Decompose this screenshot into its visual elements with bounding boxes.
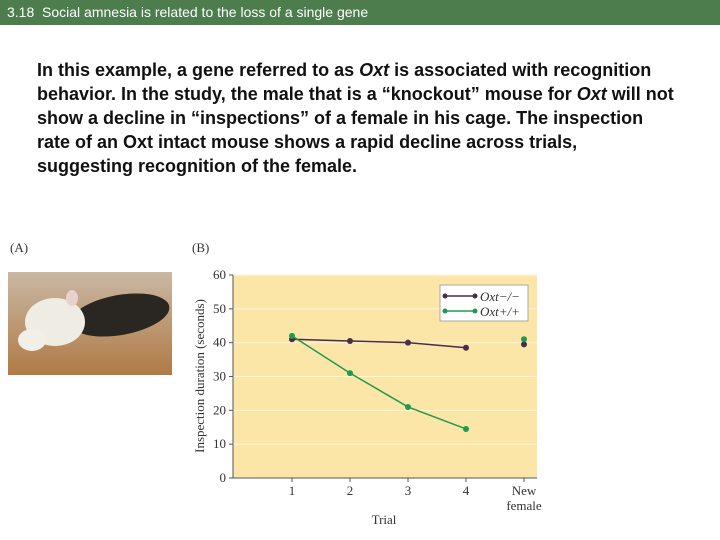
y-tick-label: 50	[213, 301, 226, 316]
legend-swatch	[472, 308, 478, 314]
x-tick-label: 2	[347, 483, 354, 498]
panel-label: (B)	[192, 240, 209, 255]
data-point	[463, 425, 469, 432]
data-point	[463, 344, 469, 351]
legend-label: Oxt+/+	[480, 304, 520, 319]
y-axis-title: Inspection duration (seconds)	[192, 299, 207, 453]
series-line	[291, 338, 467, 349]
legend-box	[439, 284, 529, 322]
y-tick-label: 30	[213, 369, 226, 384]
x-axis-title: Trial	[372, 512, 397, 527]
legend-swatch	[442, 308, 448, 314]
x-tick-label: 3	[405, 483, 412, 498]
y-tick-label: 10	[213, 436, 226, 451]
y-tick-label: 60	[213, 267, 226, 282]
data-point	[521, 336, 527, 343]
data-point	[347, 337, 353, 344]
photo	[8, 272, 172, 375]
data-point	[347, 370, 353, 377]
slide-title: 3.18 Social amnesia is related to the lo…	[0, 0, 720, 25]
series-line	[291, 335, 467, 430]
y-tick-label: 0	[220, 470, 227, 485]
x-tick-label: 4	[463, 483, 470, 498]
y-tick-label: 40	[213, 335, 226, 350]
text-run: Oxt	[576, 84, 607, 104]
text-run: is associated with recognition behavior.…	[37, 60, 652, 104]
legend-label: Oxt−/−	[480, 289, 520, 304]
panel-label: (A)	[10, 240, 28, 255]
x-tick-label: New female	[506, 483, 542, 513]
legend-swatch	[442, 293, 448, 299]
x-tick-label: 1	[289, 483, 296, 498]
text-run: Oxt	[359, 60, 390, 80]
legend-swatch	[472, 293, 478, 299]
data-point	[289, 332, 295, 339]
data-point	[521, 341, 527, 348]
y-tick-label: 20	[213, 402, 226, 417]
data-point	[405, 403, 411, 410]
text-run: will not show a decline in “inspections”…	[37, 84, 674, 176]
text-run: In this example, a gene referred to as	[37, 60, 360, 80]
data-point	[405, 339, 411, 346]
slide-text: In this example, a gene referred to as O…	[37, 58, 677, 178]
